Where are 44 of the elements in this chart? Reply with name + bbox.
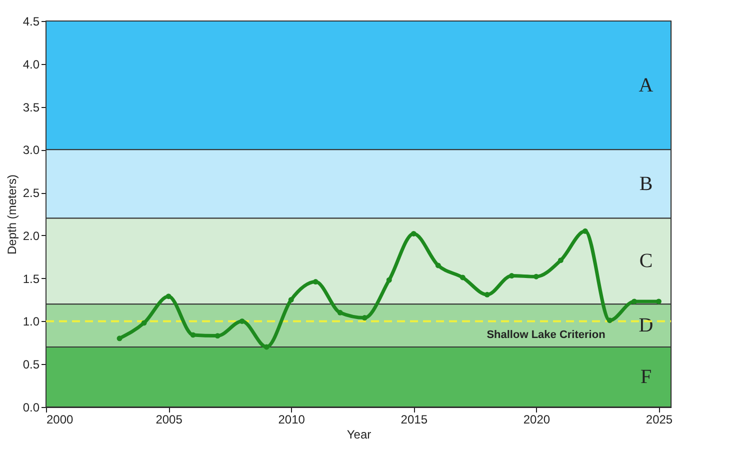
y-tick-label: 2.5	[22, 186, 40, 200]
point	[558, 258, 564, 264]
point	[631, 298, 637, 304]
y-tick-label: 1.0	[22, 314, 40, 329]
point	[582, 228, 588, 234]
point	[484, 292, 490, 298]
y-tick-label: 3.5	[22, 100, 40, 114]
point	[362, 315, 368, 321]
band-label: F	[640, 366, 652, 388]
point	[190, 332, 196, 338]
y-tick-label: 2.0	[22, 228, 40, 243]
x-tick-label: 2020	[523, 412, 550, 426]
y-axis-title: Depth (meters)	[4, 174, 19, 255]
y-tick-label: 0.5	[22, 358, 40, 372]
y-tick-label: 0.0	[22, 400, 40, 414]
point	[337, 310, 343, 316]
point	[264, 344, 270, 350]
y-tick-label: 4.0	[22, 57, 40, 72]
point	[386, 277, 392, 283]
y-tick-label: 4.5	[22, 14, 40, 28]
band-label: B	[639, 172, 653, 195]
point	[435, 262, 441, 268]
point	[460, 274, 466, 280]
x-tick-label: 2000	[46, 412, 74, 426]
point	[116, 336, 122, 342]
point	[606, 318, 612, 324]
x-tick-label: 2015	[400, 412, 428, 426]
point	[166, 294, 172, 300]
band-label: C	[639, 250, 653, 272]
point	[312, 279, 318, 284]
y-tick-label: 3.0	[22, 143, 40, 158]
point	[508, 273, 514, 278]
point	[141, 320, 147, 326]
point	[656, 298, 662, 304]
y-tick-label: 1.5	[22, 272, 40, 286]
x-tick-label: 2010	[278, 412, 306, 426]
point	[288, 297, 294, 303]
x-tick-label: 2025	[646, 412, 673, 426]
point	[239, 318, 245, 324]
ref-line-label: Shallow Lake Criterion	[486, 329, 606, 342]
x-axis-title: Year	[346, 428, 372, 442]
band-label: A	[638, 74, 654, 96]
x-tick-label: 2005	[156, 412, 183, 426]
point	[410, 230, 416, 236]
